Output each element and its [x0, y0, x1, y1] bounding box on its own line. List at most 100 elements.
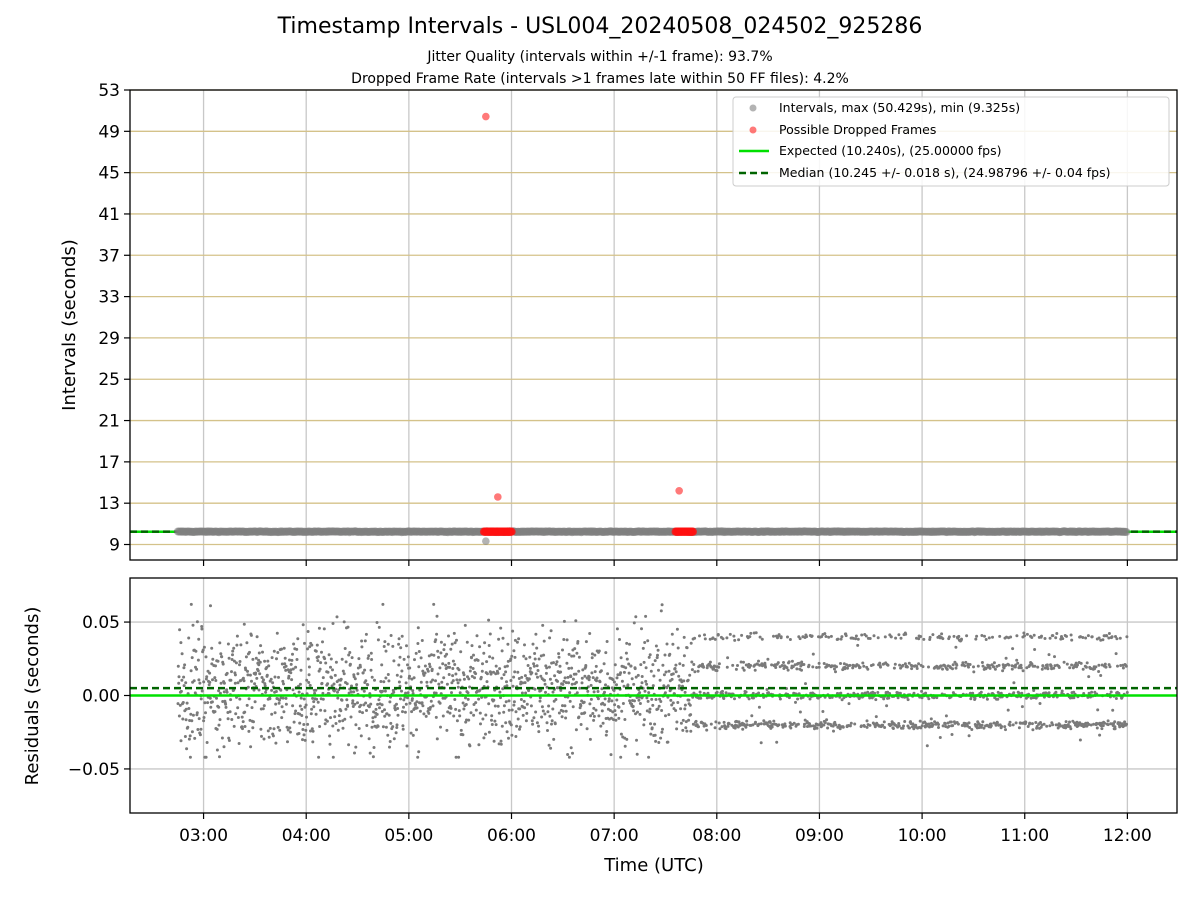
residual-point: [1078, 721, 1082, 725]
legend-intervals-label: Intervals, max (50.429s), min (9.325s): [779, 100, 1020, 115]
residual-point: [984, 638, 988, 641]
residual-point: [681, 728, 685, 732]
residual-point: [981, 720, 985, 724]
residual-point: [500, 649, 504, 653]
residual-point: [337, 714, 341, 718]
residual-point: [332, 682, 336, 686]
residual-point: [1010, 667, 1014, 671]
residual-point: [226, 642, 230, 646]
residual-point: [402, 705, 405, 709]
residual-point: [1079, 635, 1082, 639]
residual-point: [798, 710, 802, 714]
residual-point: [717, 662, 721, 666]
residual-point: [654, 698, 658, 701]
residual-point: [553, 674, 557, 678]
residual-point: [1028, 721, 1032, 725]
residual-point: [187, 707, 191, 710]
residual-point: [709, 722, 713, 726]
residual-point: [699, 696, 703, 700]
residual-point: [566, 753, 570, 756]
residual-point: [469, 711, 473, 715]
residual-point: [485, 660, 489, 664]
residual-point: [289, 668, 293, 672]
residual-point: [967, 665, 970, 669]
residual-point: [1103, 721, 1106, 725]
dropped-frame-point: [688, 527, 697, 536]
residual-point: [994, 723, 998, 727]
residual-point: [466, 675, 469, 679]
residual-point: [379, 680, 383, 683]
residual-point: [400, 689, 403, 693]
residual-point: [373, 678, 376, 682]
residual-point: [931, 723, 935, 727]
residual-point: [1015, 658, 1019, 662]
residual-point: [202, 719, 206, 723]
residual-point: [638, 702, 642, 705]
residual-point: [576, 640, 580, 643]
residual-point: [622, 670, 626, 674]
residual-point: [960, 724, 964, 727]
residual-point: [1062, 660, 1066, 664]
residual-point: [592, 690, 596, 694]
residual-point: [261, 707, 265, 711]
residual-point: [300, 714, 304, 717]
residual-point: [214, 664, 217, 668]
residual-point: [704, 724, 708, 727]
residual-point: [356, 672, 360, 676]
residual-point: [210, 662, 214, 666]
residual-point: [321, 676, 325, 680]
residual-point: [999, 691, 1003, 695]
residual-point: [556, 686, 560, 690]
residual-point: [753, 668, 757, 672]
residual-point: [294, 709, 298, 713]
residual-point: [565, 661, 569, 665]
residual-point: [674, 663, 678, 667]
residual-point: [901, 663, 905, 667]
residual-point: [566, 675, 570, 679]
residual-point: [698, 634, 701, 638]
residual-point: [281, 696, 285, 700]
residual-point: [336, 690, 339, 694]
residual-point: [648, 707, 652, 711]
residual-point: [475, 634, 479, 638]
residual-point: [318, 667, 322, 671]
residual-point: [323, 709, 327, 713]
residual-point: [525, 702, 529, 706]
residual-point: [310, 707, 314, 711]
residual-point: [663, 653, 667, 657]
residual-point: [376, 702, 380, 706]
residuals-y-tick-label: 0.00: [82, 687, 120, 707]
residual-point: [497, 637, 501, 641]
residual-point: [231, 653, 234, 657]
intervals-y-tick-label: 25: [98, 370, 120, 390]
residual-point: [490, 723, 494, 726]
residual-point: [466, 691, 470, 695]
residual-point: [1117, 691, 1121, 695]
residual-point: [467, 677, 471, 681]
residual-point: [570, 682, 574, 686]
residual-point: [1046, 667, 1050, 671]
residual-point: [589, 683, 593, 687]
residual-point: [393, 708, 397, 712]
residual-point: [1040, 634, 1043, 638]
residual-point: [889, 635, 893, 639]
residual-point: [777, 633, 781, 637]
residual-point: [1109, 690, 1113, 694]
residual-point: [833, 720, 837, 724]
residual-point: [577, 655, 581, 659]
residual-point: [748, 635, 752, 639]
residual-point: [639, 663, 643, 667]
residual-point: [1045, 663, 1049, 667]
residual-point: [230, 718, 234, 721]
residual-point: [1044, 691, 1048, 695]
residual-point: [817, 661, 821, 665]
residual-point: [347, 653, 351, 657]
residual-point: [955, 663, 959, 667]
residual-point: [567, 681, 571, 685]
residual-point: [971, 691, 975, 695]
residual-point: [887, 696, 891, 700]
residual-point: [627, 662, 631, 666]
residual-point: [943, 722, 947, 726]
residual-point: [405, 644, 408, 648]
